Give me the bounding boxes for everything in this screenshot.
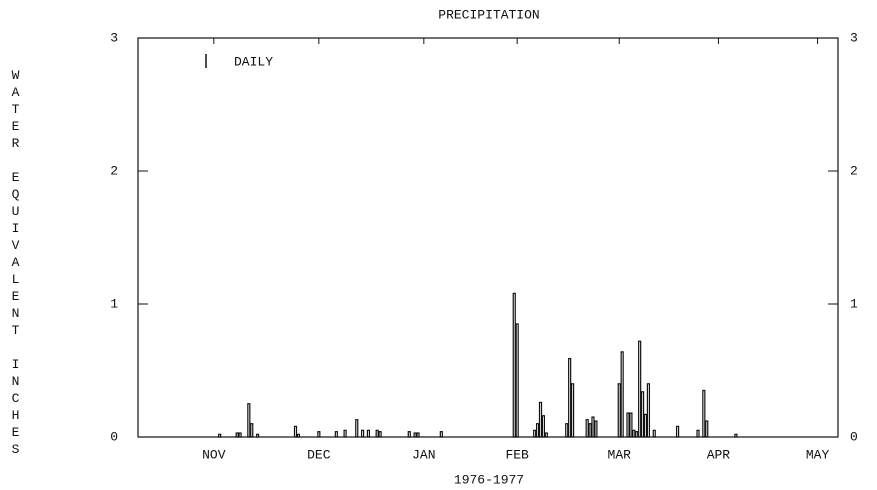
x-tick-label: JAN — [412, 447, 435, 462]
x-tick-label: DEC — [307, 447, 331, 462]
bar — [255, 433, 260, 438]
plot-frame — [137, 37, 839, 438]
bar — [296, 433, 301, 438]
bar — [218, 433, 222, 438]
bar — [696, 429, 700, 438]
bar — [247, 403, 251, 438]
bar — [652, 429, 656, 438]
x-tick-label: FEB — [505, 447, 529, 462]
bar — [705, 420, 709, 438]
bar — [588, 423, 592, 438]
bar — [238, 432, 242, 438]
bar — [360, 429, 365, 438]
bar — [413, 432, 417, 438]
bar — [570, 383, 575, 438]
bar — [632, 429, 636, 438]
bar — [591, 416, 595, 438]
y2-tick-label: 1 — [850, 296, 858, 311]
bar — [355, 419, 359, 438]
bar — [538, 401, 543, 438]
bar — [407, 431, 411, 438]
x-tick-label: MAY — [806, 447, 830, 462]
bar — [334, 431, 338, 438]
bar — [533, 429, 537, 438]
bar — [638, 340, 642, 438]
bar — [544, 432, 548, 438]
bar — [646, 383, 651, 438]
bar — [620, 351, 624, 438]
y2-tick-label: 2 — [850, 163, 858, 178]
y-axis-label: WATER EQUIVALENT INCHES — [8, 68, 23, 459]
bar — [512, 292, 516, 438]
y2-tick-label: 0 — [850, 429, 858, 444]
bar — [594, 420, 598, 438]
x-tick-label: MAR — [608, 447, 632, 462]
y-tick-label: 2 — [110, 163, 118, 178]
bar — [565, 423, 569, 438]
bar — [439, 431, 443, 438]
bar — [293, 425, 298, 438]
bar — [568, 357, 572, 438]
x-tick-label: APR — [707, 447, 731, 462]
chart-title: PRECIPITATION — [438, 7, 539, 22]
bar — [617, 383, 621, 438]
bar — [375, 429, 379, 438]
bar — [585, 419, 589, 438]
bar — [250, 423, 254, 438]
bar — [416, 432, 420, 438]
bar — [317, 431, 321, 438]
bar — [643, 413, 648, 438]
bar — [235, 432, 239, 438]
y2-tick-label: 3 — [850, 30, 858, 45]
bar — [535, 423, 540, 438]
bar — [629, 412, 633, 438]
bar — [626, 412, 630, 438]
bar — [635, 431, 639, 438]
bar — [378, 431, 382, 438]
bar — [675, 425, 680, 438]
x-tick-label: NOV — [202, 447, 226, 462]
y-tick-label: 3 — [110, 30, 118, 45]
bar — [640, 391, 645, 438]
bar — [702, 389, 706, 438]
y-tick-label: 0 — [110, 429, 118, 444]
bar — [366, 429, 371, 438]
bar — [734, 433, 738, 438]
bar — [541, 415, 546, 438]
bar — [343, 429, 347, 438]
y-tick-label: 1 — [110, 296, 118, 311]
legend-label: DAILY — [234, 54, 273, 69]
bar — [515, 323, 519, 438]
x-axis-label: 1976-1977 — [454, 472, 524, 487]
